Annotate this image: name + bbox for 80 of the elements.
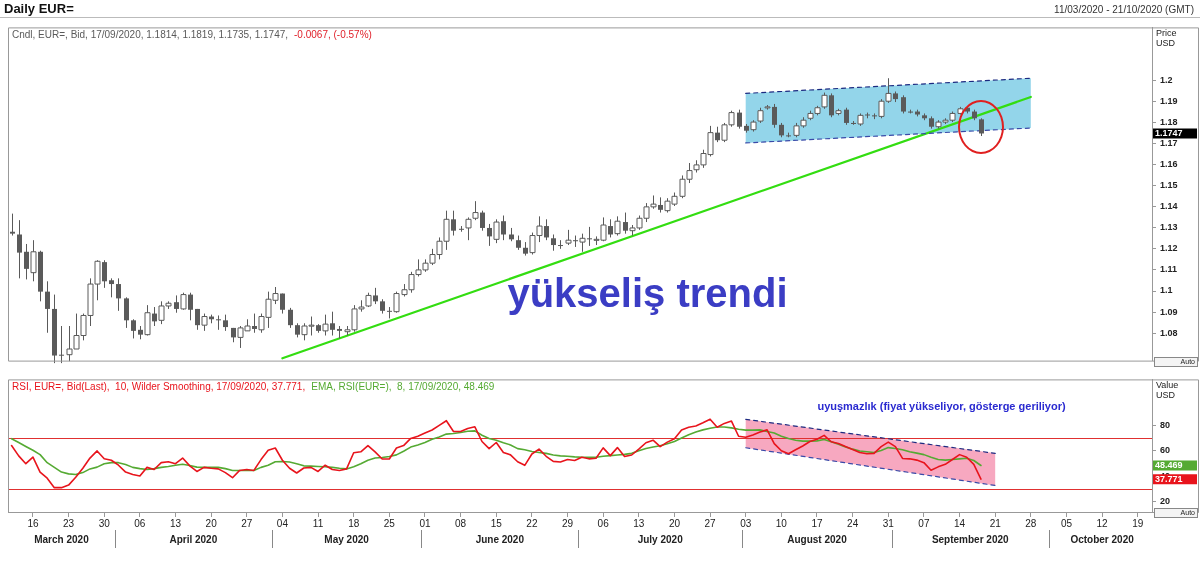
candlestick (59, 325, 64, 364)
y-tick-label: 20 (1160, 496, 1171, 507)
text: July 2020 (637, 533, 684, 545)
x-tick-label: 14 (953, 517, 966, 529)
y-tick-label: 1.2 (1160, 74, 1173, 85)
x-tick-label: 25 (383, 517, 396, 529)
annotation: -0.0067, (-0.57%) (294, 29, 372, 41)
x-tick-label: 01 (419, 517, 431, 529)
x-tick-label: 13 (169, 517, 182, 529)
text: August 2020 (787, 533, 848, 545)
y-tick-label: 1.18 (1160, 116, 1178, 127)
text: 1.1747 (1155, 127, 1183, 138)
x-tick-label: 16 (27, 517, 39, 529)
candlestick (131, 318, 136, 339)
candlestick (737, 109, 742, 130)
text: Cndl, EUR=, Bid, 17/09/2020, 1.1814, 1.1819, 1.1735, 1.1747, (12, 29, 289, 41)
x-tick-label: 10 (775, 517, 788, 529)
x-tick-label: 24 (847, 517, 859, 529)
x-tick-label: 17 (811, 517, 823, 529)
y-axis-title: Price USD (1156, 27, 1177, 48)
y-tick-label: 1.09 (1160, 306, 1178, 317)
x-tick-label: 12 (1096, 517, 1109, 529)
y-tick-label: 1.16 (1160, 158, 1178, 169)
x-tick-label: 18 (348, 517, 360, 529)
annotation: uyuşmazlık (fiyat yükseliyor, gösterge geriliyor) (817, 399, 1066, 412)
x-tick-label: 08 (455, 517, 467, 529)
x-tick-label: 27 (241, 517, 253, 529)
y-tick-label: 80 (1160, 419, 1171, 430)
x-tick-label: 06 (597, 517, 610, 529)
y-tick-label: 1.14 (1160, 201, 1178, 212)
y-tick-label: 1.13 (1160, 222, 1178, 233)
x-tick-label: 11 (312, 517, 324, 529)
x-tick-label: 28 (1025, 517, 1037, 529)
x-tick-label: 31 (882, 517, 895, 529)
candlestick (10, 213, 15, 237)
x-tick-label: 20 (668, 517, 681, 529)
text: March 2020 (34, 533, 90, 545)
y-tick-label: 1.12 (1160, 243, 1178, 254)
annotation: yükseliş trendi (507, 270, 788, 315)
text: May 2020 (324, 533, 370, 545)
y-tick-label: 60 (1160, 445, 1171, 456)
candlestick (109, 277, 114, 298)
y-tick-label: 1.1 (1160, 285, 1173, 296)
y-tick-label: 1.08 (1160, 327, 1178, 338)
x-tick-label: 19 (1132, 517, 1144, 529)
y-tick-label: 1.11 (1160, 264, 1178, 275)
x-tick-label: 22 (526, 517, 538, 529)
candlestick (45, 280, 50, 334)
text: April 2020 (169, 533, 218, 545)
x-tick-label: 06 (134, 517, 146, 529)
y-tick-label: 1.17 (1160, 137, 1178, 148)
chart-title: Daily EUR= (4, 1, 74, 16)
text: October 2020 (1070, 533, 1135, 545)
x-tick-label: 05 (1060, 517, 1073, 529)
x-tick-label: 15 (490, 517, 503, 529)
text: June 2020 (475, 533, 525, 545)
x-tick-label: 20 (205, 517, 218, 529)
candlestick (124, 296, 129, 329)
candlestick (17, 219, 22, 279)
x-tick-label: 13 (633, 517, 645, 529)
candlestick (216, 314, 221, 331)
x-tick-label: 04 (276, 517, 289, 529)
text: EMA, RSI(EUR=), 8, 17/09/2020, 48.469 (311, 381, 495, 393)
candlestick (288, 307, 293, 329)
x-tick-label: 07 (918, 517, 930, 529)
x-tick-label: 23 (63, 517, 75, 529)
text: RSI, EUR=, Bid(Last), 10, Wilder Smoothing, 17/09/2020, 37.771, (12, 381, 306, 393)
candlestick (901, 94, 906, 114)
chart-subtitle: 11/03/2020 - 21/10/2020 (GMT) (1054, 4, 1194, 15)
y-tick-label: 1.19 (1160, 95, 1178, 106)
text: 48.469 (1155, 459, 1183, 470)
x-tick-label: 30 (98, 517, 111, 529)
text: September 2020 (931, 533, 1010, 545)
x-tick-label: 27 (704, 517, 717, 529)
x-tick-label: 29 (561, 517, 574, 529)
candlestick (116, 277, 121, 312)
y-tick-label: 1.15 (1160, 180, 1178, 191)
y-axis-title: Value USD (1156, 379, 1179, 400)
x-tick-label: 03 (740, 517, 752, 529)
x-tick-label: 21 (989, 517, 1002, 529)
